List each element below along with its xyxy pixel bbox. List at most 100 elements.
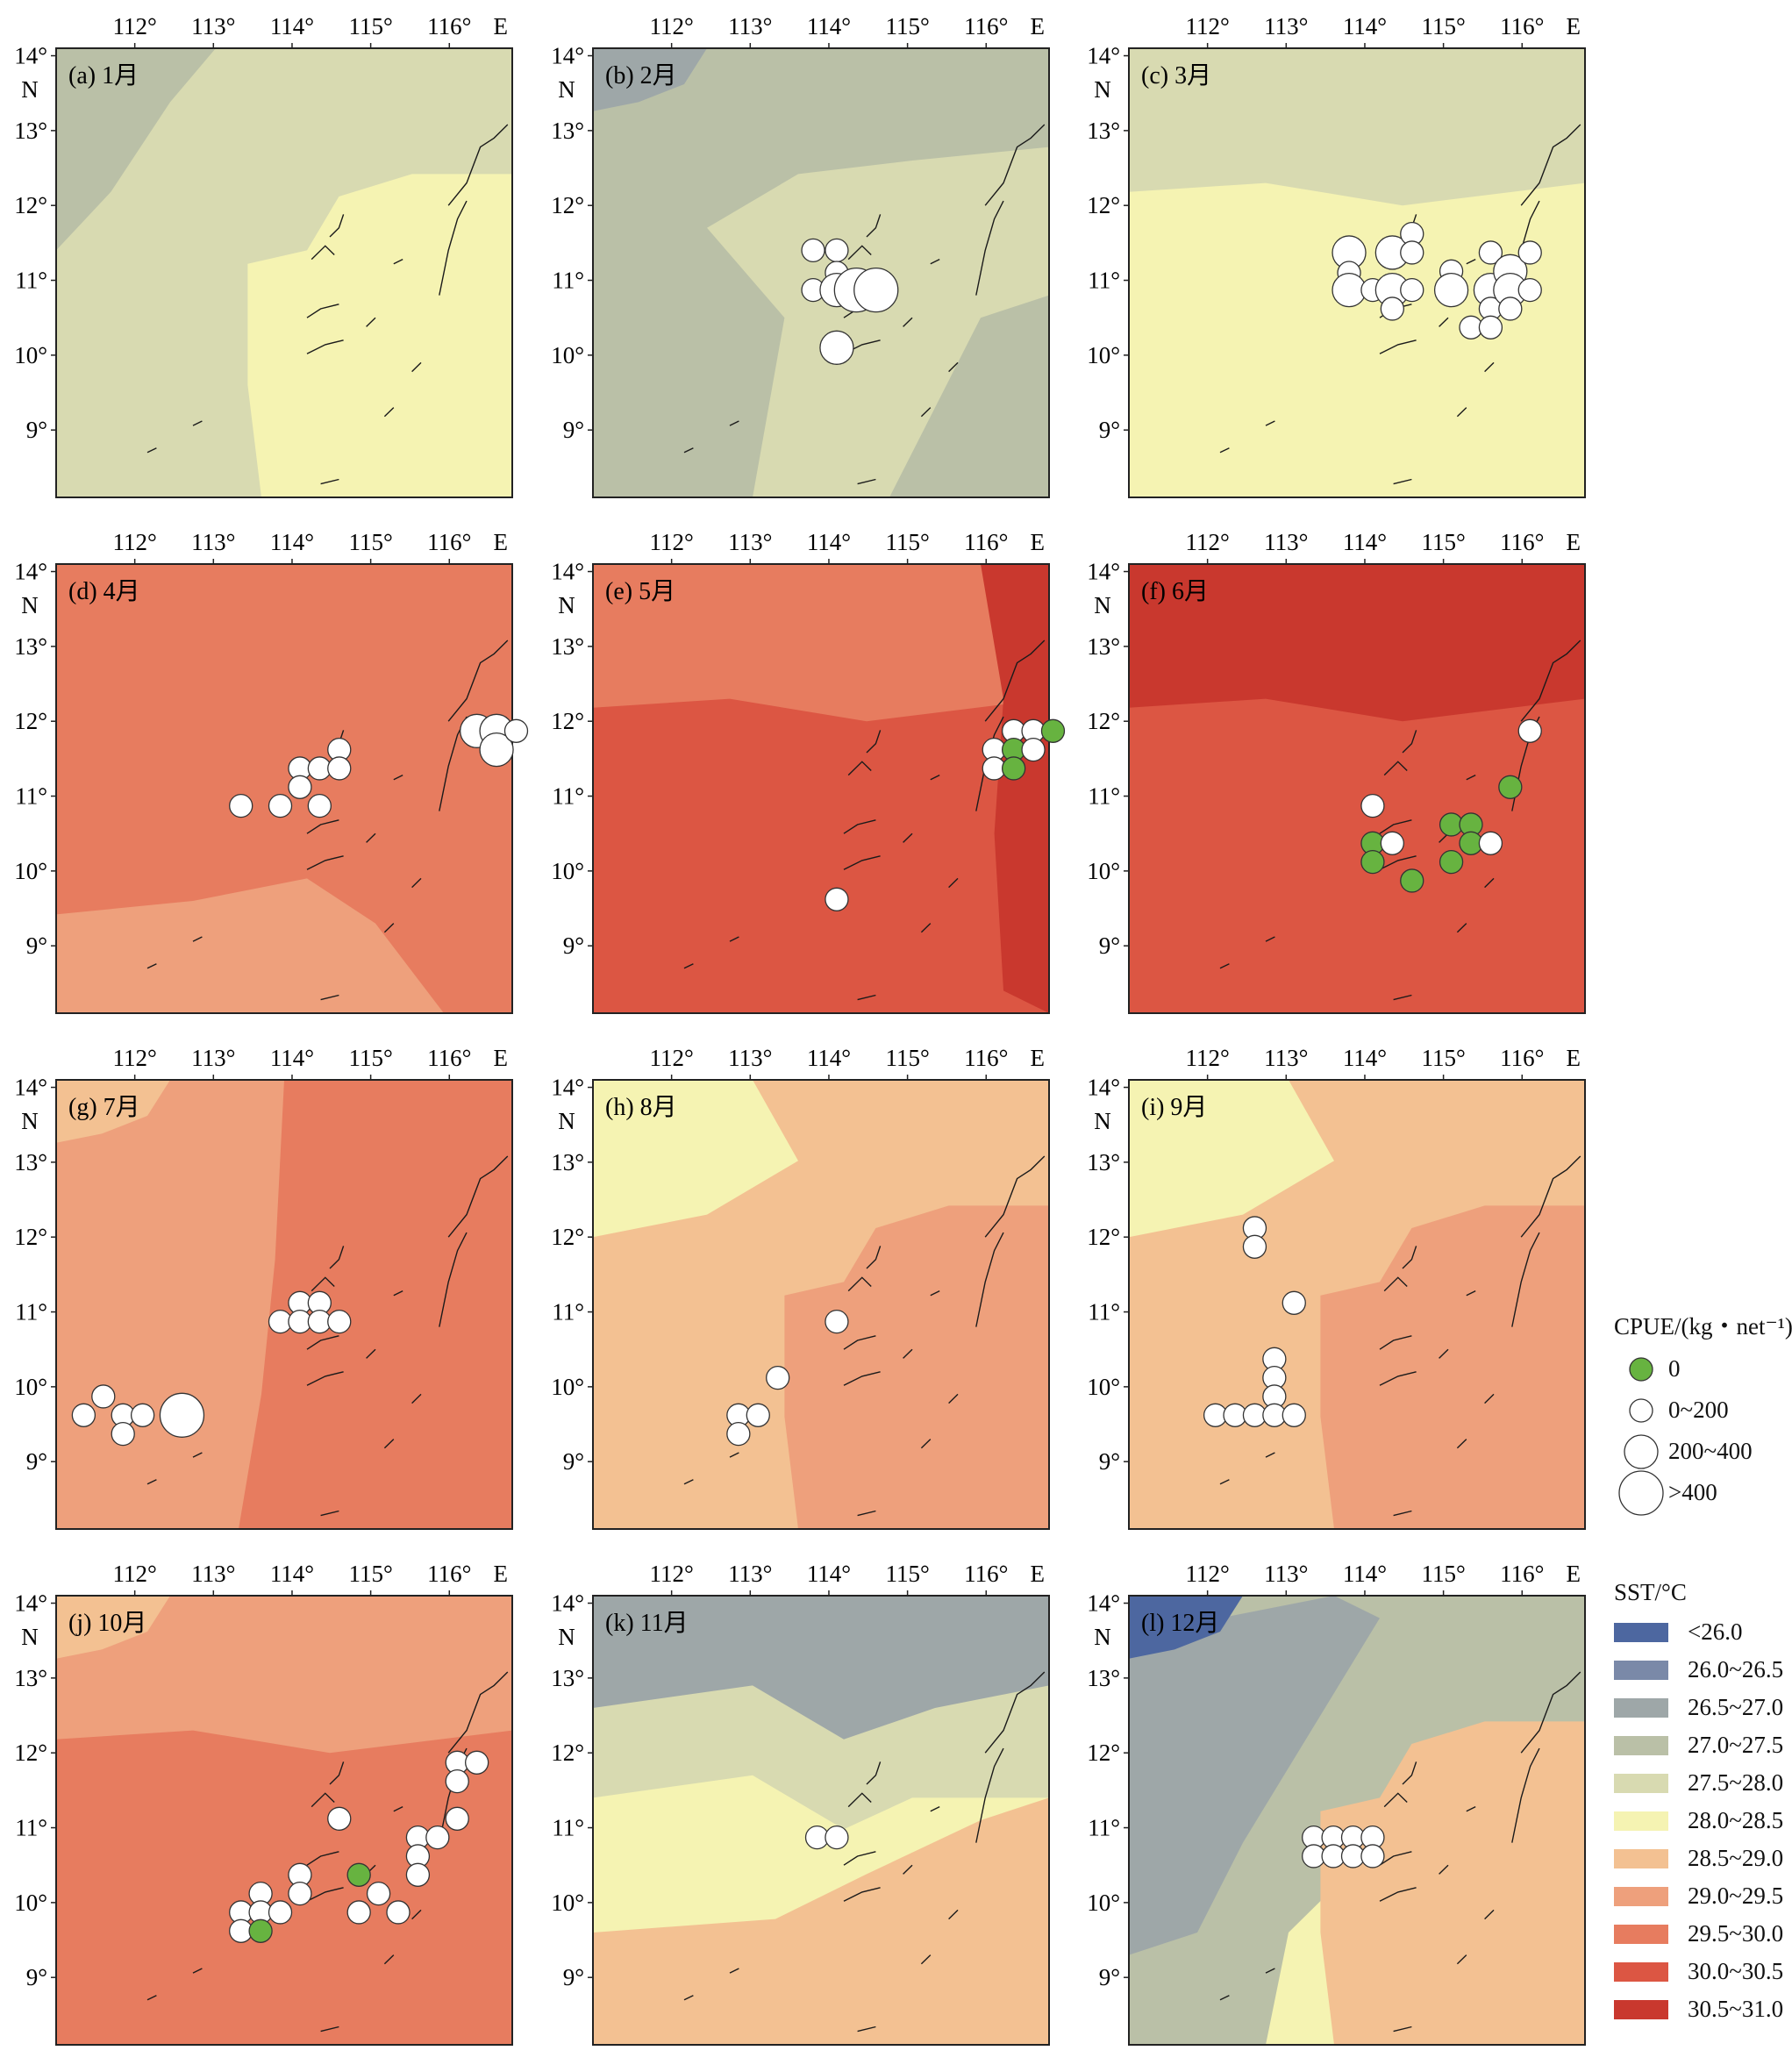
catch-point	[825, 887, 849, 911]
catch-point	[1282, 1290, 1306, 1315]
x-tick-label: 112°	[1186, 1045, 1230, 1071]
reef-outline	[447, 124, 509, 206]
x-axis-unit: E	[1567, 529, 1581, 555]
cpue-legend-item: 0	[1614, 1348, 1789, 1390]
catch-point	[766, 1365, 790, 1390]
reef-outline	[1511, 1232, 1540, 1327]
catch-point	[327, 1309, 352, 1334]
reef-outline	[866, 214, 882, 238]
x-tick-label: 113°	[1264, 1045, 1308, 1071]
reef-outline	[306, 304, 339, 318]
sst-legend-item: 27.5~28.0	[1614, 1764, 1789, 1802]
catch-point	[288, 1881, 312, 1906]
y-tick-label: 14°	[1087, 1075, 1120, 1101]
y-tick-label: 14°	[551, 43, 584, 69]
map-panel: 112° 113° 114° 115° 116° E 14° 13° 12° 11° 10° 9° N (…	[14, 529, 529, 1014]
x-axis-unit: E	[1567, 1561, 1581, 1587]
sst-region	[1129, 1080, 1334, 1238]
y-axis-unit: N	[558, 592, 575, 618]
reef-outline	[903, 317, 913, 327]
catch-point	[825, 1825, 849, 1850]
y-tick-label: 11°	[1088, 268, 1120, 294]
reef-outline	[1393, 994, 1412, 1001]
x-tick-label: 112°	[1186, 1561, 1230, 1587]
reef-outline	[903, 1864, 913, 1875]
catch-point	[825, 238, 849, 263]
cpue-legend-label: 0	[1668, 1355, 1681, 1382]
catch-point	[159, 1392, 205, 1438]
catch-point	[229, 793, 253, 818]
panel-label: (l) 12月	[1141, 1610, 1219, 1637]
x-tick-label: 112°	[650, 1561, 694, 1587]
reef-outline	[447, 1155, 509, 1238]
reef-outline	[1265, 1452, 1275, 1458]
x-tick-label: 113°	[1264, 529, 1308, 555]
reef-outline	[1520, 1155, 1581, 1238]
y-tick-label: 11°	[15, 268, 47, 294]
y-tick-label: 12°	[1087, 1224, 1120, 1250]
reef-outline	[866, 730, 882, 754]
reef-outline	[306, 1887, 344, 1902]
cpue-symbol-icon	[1614, 1468, 1668, 1518]
sst-region	[981, 564, 1049, 1013]
y-tick-label: 11°	[1088, 1299, 1120, 1325]
x-tick-label: 114°	[807, 13, 851, 39]
reef-outline	[1393, 2026, 1412, 2033]
reef-outline	[1265, 936, 1275, 942]
reef-outline	[920, 923, 932, 933]
reef-outline	[1484, 877, 1495, 889]
reef-outline	[975, 1232, 1004, 1327]
y-tick-label: 9°	[26, 417, 47, 443]
sst-swatch	[1614, 1660, 1668, 1680]
reef-outline	[1379, 855, 1417, 870]
sst-region	[1129, 1596, 1380, 1955]
sst-swatch	[1614, 1811, 1668, 1831]
sst-region	[1320, 1721, 1585, 2045]
x-tick-label: 116°	[427, 1561, 471, 1587]
y-tick-label: 9°	[563, 1448, 584, 1475]
reef-outline	[1484, 1393, 1495, 1404]
reef-outline	[306, 819, 339, 834]
cpue-legend-item: 200~400	[1614, 1431, 1789, 1472]
reef-outline	[411, 361, 422, 373]
x-tick-label: 116°	[427, 529, 471, 555]
catch-point	[1517, 718, 1542, 743]
sst-region	[56, 1596, 512, 1754]
y-axis-unit: N	[21, 592, 39, 618]
y-tick-label: 10°	[1087, 342, 1120, 368]
catch-point	[327, 756, 352, 781]
x-tick-label: 115°	[348, 1045, 392, 1071]
y-tick-label: 10°	[551, 1374, 584, 1400]
reef-outline	[366, 1348, 376, 1359]
reef-outline	[192, 1452, 203, 1458]
catch-point	[1498, 297, 1523, 321]
reef-outline	[847, 1276, 872, 1292]
reef-outline	[1456, 407, 1467, 418]
sst-region	[1129, 1596, 1243, 1659]
reef-outline	[729, 936, 739, 942]
sst-region	[1320, 1205, 1585, 1529]
sst-legend-label: 26.0~26.5	[1688, 1656, 1784, 1683]
reef-outline	[146, 963, 157, 969]
map-panel: 112° 113° 114° 115° 116° E 14° 13° 12° 11° 10° 9° N (…	[551, 1045, 1050, 1530]
reef-outline	[683, 1479, 694, 1485]
map-panel: 112° 113° 114° 115° 116° E 14° 13° 12° 11° 10° 9° N (…	[1087, 1045, 1586, 1530]
reef-outline	[857, 478, 876, 485]
sst-legend-label: 30.5~31.0	[1688, 1996, 1784, 2022]
x-axis-unit: E	[1567, 13, 1581, 39]
reef-outline	[192, 1968, 203, 1974]
reef-outline	[683, 1995, 694, 2001]
reef-outline	[1466, 1805, 1476, 1812]
reef-outline	[843, 1371, 881, 1386]
sst-legend-label: 27.0~27.5	[1688, 1732, 1784, 1758]
x-tick-label: 115°	[1421, 13, 1465, 39]
sst-legend-label: 26.5~27.0	[1688, 1694, 1784, 1720]
catch-point	[111, 1421, 135, 1447]
x-axis-unit: E	[1031, 1561, 1046, 1587]
reef-outline	[1393, 478, 1412, 485]
x-tick-label: 114°	[807, 1561, 851, 1587]
reef-outline	[383, 923, 395, 933]
x-tick-label: 113°	[728, 529, 772, 555]
x-tick-label: 116°	[964, 1561, 1008, 1587]
map-panel: 112° 113° 114° 115° 116° E 14° 13° 12° 11° 10° 9° N (…	[14, 1045, 513, 1530]
